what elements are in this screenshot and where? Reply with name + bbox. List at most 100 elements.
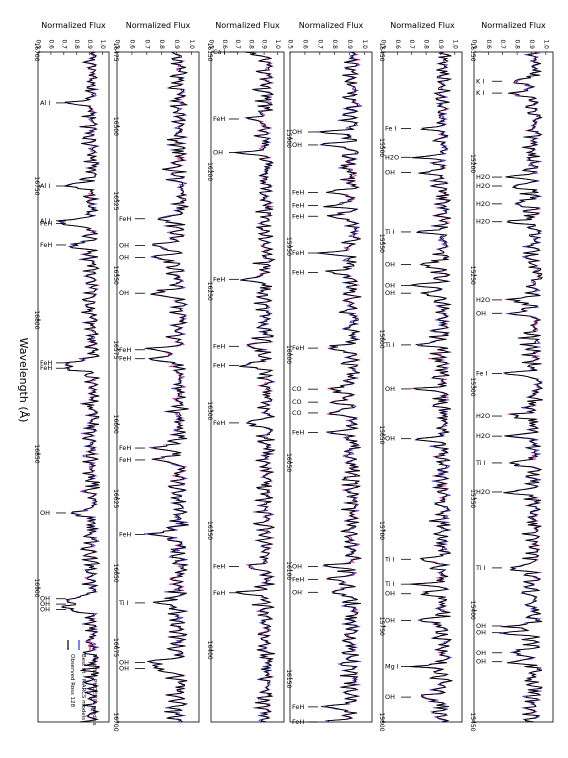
feature-label: OH (40, 600, 50, 608)
feature-label: Ti I (384, 555, 395, 563)
feature-label: OH (119, 658, 129, 666)
flux-tick-label: 0.9 (86, 39, 93, 49)
wavelength-tick-label: 15900 (285, 129, 292, 148)
ylabel-normalized-flux: Normalized Flux (390, 21, 455, 30)
feature-label: Fe I (476, 370, 487, 378)
feature-label: H2O (476, 200, 490, 208)
feature-label: CO (292, 385, 302, 393)
feature-label: FeH (213, 419, 225, 427)
feature-label: OH (119, 253, 129, 261)
feature-label: CO (292, 409, 302, 417)
legend-label: Observed Ross 128 (69, 654, 75, 708)
flux-tick-label: 1.0 (451, 39, 458, 49)
feature-label: H2O (476, 218, 490, 226)
feature-label: H2O (385, 153, 399, 161)
flux-tick-label: 0.6 (221, 39, 228, 49)
spectrum-observed-line (145, 51, 189, 723)
wavelength-tick-label: 15200 (469, 154, 476, 173)
feature-label: FeH (119, 215, 131, 223)
flux-tick-label: 0.9 (528, 39, 535, 49)
panel-frame (37, 51, 110, 723)
wavelength-tick-label: 15650 (378, 425, 385, 444)
ylabel-normalized-flux: Normalized Flux (215, 21, 280, 30)
flux-tick-label: 0.7 (408, 39, 415, 49)
feature-label: OH (385, 385, 395, 393)
feature-label: OH (292, 588, 302, 596)
panel-frame (116, 51, 200, 723)
wavelength-tick-label: 15350 (469, 489, 476, 508)
feature-label: OH (292, 562, 302, 570)
flux-tick-label: 0.6 (394, 39, 401, 49)
feature-label: Ti I (118, 599, 129, 607)
wavelength-tick-label: 15150 (469, 42, 476, 61)
feature-label: FeH (119, 456, 131, 464)
flux-tick-label: 1.0 (99, 39, 106, 49)
ylabel-normalized-flux: Normalized Flux (299, 21, 364, 30)
feature-label: FeH (213, 562, 225, 570)
wavelength-tick-label: 16850 (33, 444, 40, 463)
feature-label: Ti I (384, 341, 395, 349)
feature-label: OH (385, 590, 395, 598)
wavelength-tick-label: 15800 (378, 712, 385, 731)
flux-tick-label: 0.7 (499, 39, 506, 49)
spectrum-observed-line (409, 51, 453, 723)
feature-label: OH (385, 617, 395, 625)
feature-label: Al I (40, 99, 50, 107)
feature-label: OH (385, 435, 395, 443)
feature-label: OH (385, 282, 395, 290)
feature-label: FeH (292, 344, 304, 352)
feature-label: FeH (40, 220, 52, 228)
feature-label: FeH (213, 275, 225, 283)
xlabel-wavelength: Wavelength (Å) (17, 338, 30, 423)
feature-label: H2O (476, 412, 490, 420)
wavelength-tick-label: 16650 (112, 564, 119, 583)
feature-label: FeH (292, 428, 304, 436)
flux-tick-label: 0.5 (35, 39, 42, 49)
feature-label: Al I (40, 217, 50, 225)
wavelength-tick-label: 16150 (285, 669, 292, 688)
feature-label: FeH (119, 355, 131, 363)
feature-label: OH (476, 309, 486, 317)
feature-label: FeH (119, 530, 131, 538)
wavelength-tick-label: 16475 (112, 42, 119, 61)
wavelength-tick-label: 16700 (112, 712, 119, 731)
wavelength-tick-label: 15450 (469, 712, 476, 731)
wavelength-tick-label: 16050 (285, 453, 292, 472)
wavelength-tick-label: 16500 (112, 117, 119, 136)
wavelength-tick-label: 16675 (112, 638, 119, 657)
wavelength-tick-label: 15250 (469, 266, 476, 285)
feature-label: H2O (476, 296, 490, 304)
panel-5: Normalized Flux 0.5 0.6 0.7 0.8 0.9 1.0 16475 16… (112, 21, 200, 732)
feature-label: FeH (292, 703, 304, 711)
feature-label: OH (476, 629, 486, 637)
panel-1: Normalized Flux 0.5 0.6 0.7 0.8 0.9 1.0 15150 15… (469, 21, 554, 732)
feature-label: FeH (213, 115, 225, 123)
flux-tick-label: 0.7 (143, 39, 150, 49)
flux-tick-label: 1.0 (542, 39, 549, 49)
flux-tick-label: 0.6 (485, 39, 492, 49)
wavelength-tick-label: 16800 (33, 310, 40, 329)
flux-tick-label: 0.8 (73, 39, 80, 49)
feature-label: Ti I (475, 564, 486, 572)
wavelength-tick-label: 16350 (206, 521, 213, 540)
flux-tick-label: 0.5 (380, 39, 387, 49)
wavelength-tick-label: 16750 (33, 176, 40, 195)
feature-label: OH (292, 141, 302, 149)
feature-label: FeH (40, 364, 52, 372)
feature-label: OH (385, 693, 395, 701)
panel-2: Normalized Flux 0.5 0.6 0.7 0.8 0.9 1.0 15450 15… (378, 21, 463, 732)
feature-label: H2O (476, 182, 490, 190)
feature-label: Ti I (475, 459, 486, 467)
feature-label: OH (40, 509, 50, 517)
feature-label: OH (119, 664, 129, 672)
feature-label: FeH (213, 589, 225, 597)
feature-label: OH (385, 169, 395, 177)
feature-label: OH (40, 595, 50, 603)
wavelength-tick-label: 16000 (285, 345, 292, 364)
flux-tick-label: 0.8 (514, 39, 521, 49)
wavelength-tick-label: 15950 (285, 237, 292, 256)
feature-label: OH (119, 242, 129, 250)
feature-label: K I (476, 77, 484, 85)
wavelength-tick-label: 16100 (285, 561, 292, 580)
flux-tick-label: 1.0 (361, 39, 368, 49)
